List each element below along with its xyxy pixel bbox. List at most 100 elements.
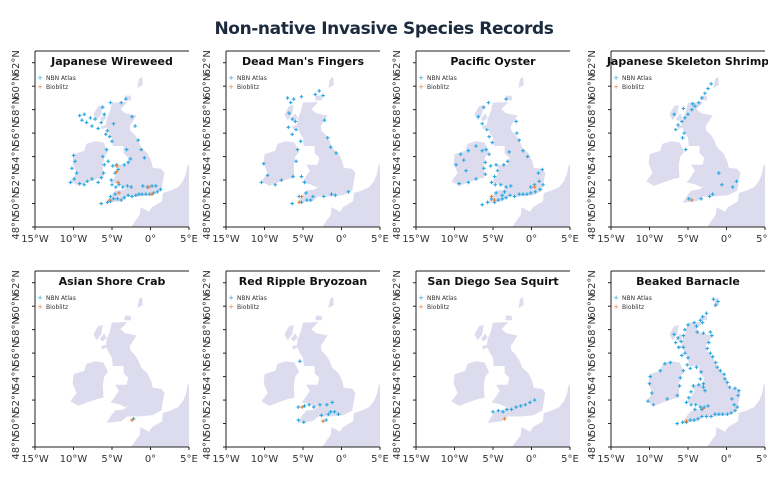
y-tick-label: 60°N <box>202 294 213 319</box>
y-tick-label: 48°N <box>587 214 598 239</box>
map-panel: 15°W 10°W 5°W 0° 5°E 48°N50°N52°N54°N56°N58°N… <box>392 270 579 465</box>
nbn-record-point <box>101 171 106 175</box>
nbn-record-point <box>120 185 125 189</box>
x-tick-label: 5°E <box>180 454 198 465</box>
nbn-record-point <box>124 97 128 101</box>
panel-title: Pacific Oyster <box>450 55 536 68</box>
nbn-record-point <box>328 145 333 150</box>
y-tick-label: 60°N <box>392 74 403 99</box>
nbn-record-point <box>126 160 130 165</box>
nbn-record-point <box>318 402 322 407</box>
nbn-record-point <box>517 192 521 196</box>
nbn-record-point <box>700 314 705 319</box>
y-tick-label: 62°N <box>392 50 403 75</box>
nbn-record-point <box>704 311 709 316</box>
nbn-record-point <box>528 185 533 189</box>
nbn-record-point <box>700 96 704 100</box>
x-tick-label: 15°W <box>597 234 625 245</box>
nbn-record-point <box>680 119 684 124</box>
y-tick-label: 62°N <box>11 50 22 75</box>
nbn-record-point <box>298 139 303 144</box>
nbn-record-point <box>104 132 108 137</box>
y-tick-label: 62°N <box>11 270 22 295</box>
map-panel: 15°W 10°W 5°W 0° 5°E 48°N50°N52°N54°N56°N58°N… <box>587 50 768 245</box>
land-shape <box>93 325 103 341</box>
nbn-record-point <box>523 402 528 407</box>
nbn-record-point <box>484 147 488 152</box>
nbn-record-point <box>514 119 518 124</box>
nbn-record-point <box>346 190 351 194</box>
x-tick-label: 15°W <box>402 454 430 465</box>
x-tick-label: 15°W <box>597 454 625 465</box>
nbn-record-point <box>537 179 541 184</box>
y-tick-label: 54°N <box>392 144 403 169</box>
points-group <box>646 297 741 426</box>
nbn-record-point <box>279 178 284 182</box>
nbn-record-point <box>538 187 542 192</box>
nbn-record-point <box>333 193 338 198</box>
nbn-record-point <box>290 132 295 137</box>
nbn-record-point <box>699 370 703 374</box>
nbn-record-point <box>683 147 688 152</box>
y-tick-label: 50°N <box>11 411 22 436</box>
nbn-record-point <box>116 167 120 172</box>
y-tick-label: 50°N <box>587 411 598 436</box>
nbn-record-point <box>502 190 507 194</box>
legend-marker: + <box>418 83 424 91</box>
nbn-record-point <box>686 197 691 201</box>
nbn-record-point <box>329 192 334 196</box>
y-tick-label: 56°N <box>587 121 598 146</box>
nbn-record-point <box>308 198 313 202</box>
y-tick-label: 56°N <box>11 121 22 146</box>
nbn-record-point <box>709 414 713 419</box>
nbn-record-point <box>290 117 295 121</box>
land-shape <box>105 102 165 203</box>
nbn-record-point <box>658 368 663 373</box>
land-shape <box>101 344 107 350</box>
legend-label: NBN Atlas <box>427 295 457 302</box>
nbn-record-point <box>683 327 687 332</box>
nbn-record-point <box>93 117 97 121</box>
nbn-record-point <box>313 92 318 97</box>
nbn-record-point <box>700 414 704 419</box>
x-tick-label: 10°W <box>60 454 88 465</box>
land-shape <box>261 141 300 186</box>
y-tick-label: 48°N <box>11 434 22 459</box>
x-tick-label: 5°E <box>561 234 579 245</box>
nbn-record-point <box>481 105 486 110</box>
x-tick-label: 10°W <box>60 234 88 245</box>
nbn-record-point <box>285 96 290 100</box>
bioblitz-record-point <box>684 419 689 423</box>
nbn-record-point <box>701 381 706 386</box>
y-tick-label: 52°N <box>202 387 213 412</box>
land-shape <box>681 322 741 423</box>
nbn-record-point <box>140 192 144 196</box>
nbn-record-point <box>110 164 115 168</box>
land-shape <box>482 124 488 130</box>
nbn-record-point <box>701 385 706 389</box>
legend-label: Bioblitz <box>46 84 68 91</box>
legend-label: Bioblitz <box>427 304 449 311</box>
nbn-record-point <box>496 198 501 202</box>
land-shape <box>480 333 488 342</box>
nbn-record-point <box>261 161 266 166</box>
nbn-record-point <box>496 408 501 413</box>
nbn-record-point <box>682 131 686 135</box>
nbn-record-point <box>80 118 84 123</box>
y-tick-label: 60°N <box>11 74 22 99</box>
nbn-record-point <box>298 359 302 364</box>
nbn-record-point <box>663 361 667 366</box>
nbn-record-point <box>710 354 715 359</box>
bioblitz-record-point <box>130 418 134 422</box>
nbn-record-point <box>504 195 508 200</box>
y-tick-label: 54°N <box>202 144 213 169</box>
land-shape <box>646 141 685 186</box>
nbn-record-point <box>694 365 699 370</box>
legend-label: Bioblitz <box>622 304 644 311</box>
panel-title: Red Ripple Bryozoan <box>239 275 367 288</box>
legend-label: NBN Atlas <box>427 75 457 82</box>
nbn-record-point <box>737 388 741 393</box>
nbn-record-point <box>141 184 145 188</box>
y-tick-label: 56°N <box>392 121 403 146</box>
nbn-record-point <box>139 147 144 152</box>
